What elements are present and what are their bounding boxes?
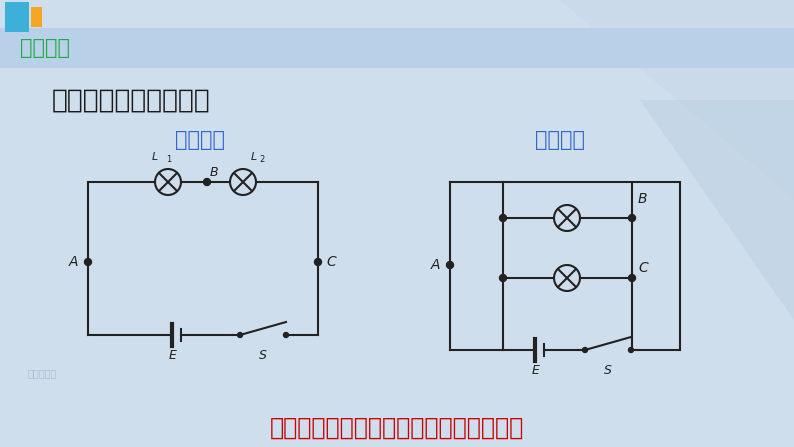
Text: E: E: [532, 364, 540, 377]
Text: L: L: [152, 152, 158, 162]
Bar: [31, 7, 42, 27]
Circle shape: [583, 347, 588, 353]
Text: 串、并联电路中的电流分别有什么特点？: 串、并联电路中的电流分别有什么特点？: [270, 416, 524, 440]
Text: A: A: [68, 255, 78, 269]
Circle shape: [629, 215, 635, 222]
Circle shape: [499, 274, 507, 282]
Circle shape: [84, 258, 91, 266]
Text: 2: 2: [259, 155, 264, 164]
Text: E: E: [169, 349, 177, 362]
Text: 1: 1: [166, 155, 172, 164]
Circle shape: [629, 347, 634, 353]
Text: 并联电路: 并联电路: [535, 130, 585, 150]
Text: L: L: [251, 152, 257, 162]
Text: B: B: [210, 166, 218, 179]
Circle shape: [203, 178, 210, 186]
Bar: [0, 28, 794, 68]
Circle shape: [237, 333, 242, 337]
Bar: [5, 2, 29, 32]
Polygon shape: [640, 100, 794, 320]
Text: S: S: [604, 364, 612, 377]
Text: S: S: [259, 349, 267, 362]
Text: 为你想奋斗: 为你想奋斗: [28, 368, 57, 378]
Text: 复习导入: 复习导入: [20, 38, 70, 58]
Circle shape: [499, 215, 507, 222]
Polygon shape: [560, 0, 794, 200]
Circle shape: [446, 261, 453, 269]
Text: A: A: [430, 258, 440, 272]
Text: B: B: [638, 192, 647, 206]
Text: C: C: [638, 261, 648, 275]
Circle shape: [314, 258, 322, 266]
Text: 电路的两种连接方式：: 电路的两种连接方式：: [52, 88, 210, 114]
Text: 串联电路: 串联电路: [175, 130, 225, 150]
Text: C: C: [326, 255, 336, 269]
Circle shape: [283, 333, 288, 337]
Circle shape: [629, 274, 635, 282]
